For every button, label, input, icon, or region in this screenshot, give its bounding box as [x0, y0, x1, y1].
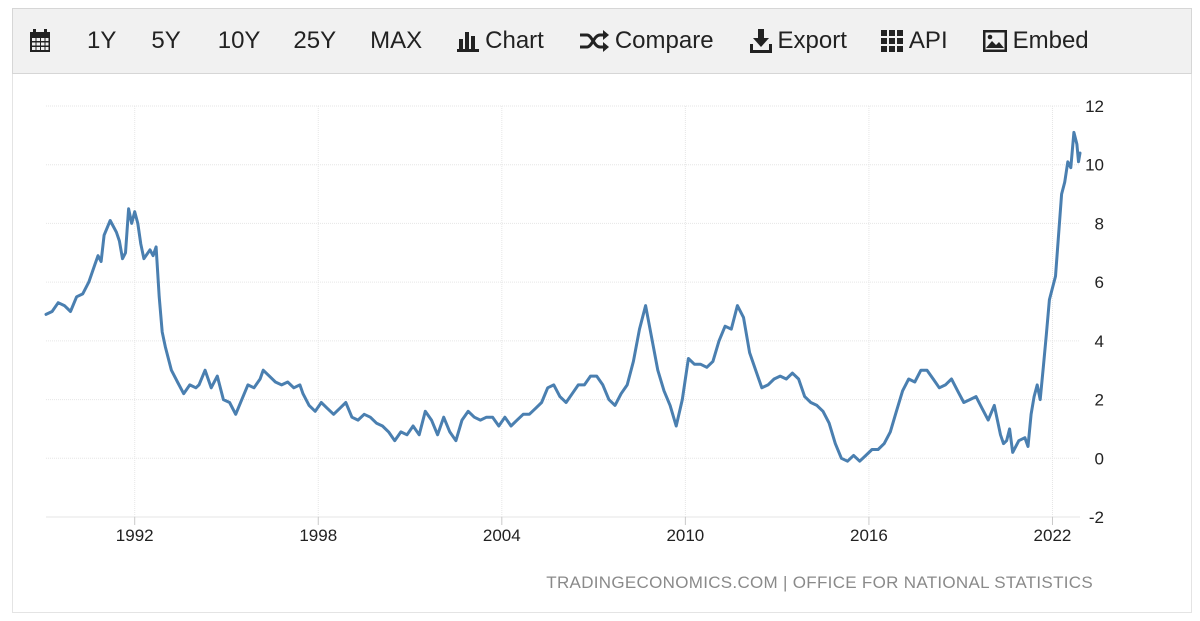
grid [46, 105, 1080, 518]
y-tick-label: 10 [1085, 156, 1104, 175]
x-tick-label: 1992 [116, 526, 154, 545]
api-button[interactable]: API [880, 27, 948, 55]
y-tick-label: 2 [1095, 391, 1104, 410]
shuffle-icon [579, 30, 609, 52]
source-attribution: TRADINGECONOMICS.COM | OFFICE FOR NATION… [546, 573, 1093, 592]
y-tick-label: 0 [1095, 449, 1104, 468]
range-5y-button[interactable]: 5Y [151, 27, 181, 54]
x-tick-label: 2022 [1034, 526, 1072, 545]
y-tick-label: -2 [1089, 508, 1104, 527]
range-max-button[interactable]: MAX [370, 27, 423, 54]
export-button-label: Export [777, 27, 847, 54]
calendar-icon[interactable] [29, 29, 51, 53]
grid-icon [880, 30, 903, 52]
chart-frame [12, 8, 1192, 613]
range-1y-button[interactable]: 1Y [87, 27, 117, 54]
chart-button[interactable]: Chart [457, 27, 544, 55]
series-line [44, 130, 1082, 463]
x-tick-label: 1998 [299, 526, 337, 545]
api-button-label: API [908, 27, 948, 54]
range-10y-button[interactable]: 10Y [217, 27, 261, 54]
x-tick-label: 2010 [666, 526, 704, 545]
embed-button-label: Embed [1012, 27, 1089, 54]
x-tick-label: 2016 [850, 526, 888, 545]
x-axis: 1992 1998 2004 2010 2016 2022 [116, 517, 1072, 545]
range-25y-button[interactable]: 25Y [293, 27, 337, 54]
y-tick-label: 6 [1095, 273, 1104, 292]
download-icon [749, 29, 772, 53]
bar-chart-icon [457, 30, 480, 52]
y-tick-label: 12 [1085, 97, 1104, 116]
compare-button[interactable]: Compare [579, 27, 714, 55]
compare-button-label: Compare [614, 27, 714, 54]
y-tick-label: 4 [1095, 332, 1104, 351]
embed-button[interactable]: Embed [982, 27, 1089, 55]
y-axis: -2 0 2 4 6 8 10 12 [1085, 97, 1104, 527]
toolbar: 1Y 5Y 10Y 25Y MAX Chart Compare [12, 8, 1192, 74]
y-tick-label: 8 [1095, 214, 1104, 233]
export-button[interactable]: Export [749, 27, 847, 55]
chart-button-label: Chart [485, 27, 544, 54]
image-icon [982, 30, 1007, 52]
series [44, 130, 1082, 463]
x-tick-label: 2004 [483, 526, 521, 545]
